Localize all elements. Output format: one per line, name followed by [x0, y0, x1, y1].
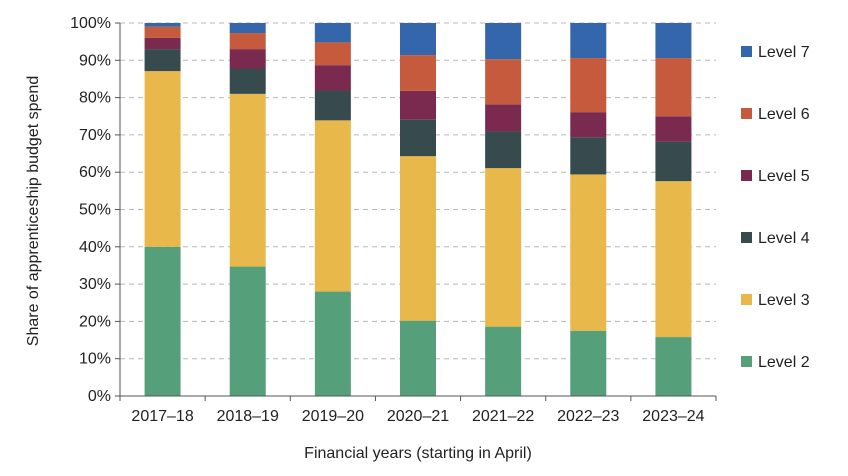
bar-segment: [229, 23, 266, 34]
bar-segment: [144, 26, 181, 38]
bar-segment: [400, 23, 436, 56]
y-tick-label: 80%: [79, 90, 111, 107]
y-tick-label: 50%: [79, 202, 111, 219]
bar-segment: [485, 59, 522, 105]
x-tick-label: 2018–19: [217, 408, 279, 425]
y-tick-label: 90%: [79, 52, 111, 69]
y-axis-title: Share of apprenticeship budget spend: [25, 76, 42, 346]
legend-label: Level 2: [758, 354, 810, 371]
bar-segment: [570, 174, 607, 331]
bar-segment: [655, 337, 692, 396]
bar-segment: [400, 90, 436, 120]
legend-swatch: [741, 294, 752, 305]
legend-swatch: [741, 108, 752, 119]
bar-segment: [144, 246, 181, 396]
y-tick-label: 20%: [79, 313, 111, 330]
bar-segment: [229, 68, 266, 94]
bar-segment: [229, 49, 266, 69]
bar-segment: [485, 131, 522, 169]
bar-segment: [144, 37, 181, 50]
bar-segment: [400, 119, 436, 157]
x-tick-label: 2019–20: [302, 408, 364, 425]
bar-segment: [314, 120, 351, 292]
bar-segment: [314, 90, 351, 121]
bar-segment: [655, 116, 692, 142]
bar-segment: [314, 23, 351, 43]
bar-segment: [570, 58, 607, 113]
bar-segment: [570, 137, 607, 175]
x-tick-label: 2022–23: [557, 408, 619, 425]
bar-segment: [400, 156, 436, 321]
bar-segment: [144, 23, 181, 27]
bar-segment: [400, 55, 436, 91]
y-tick-label: 40%: [79, 239, 111, 256]
y-tick-label: 10%: [79, 351, 111, 368]
y-tick-label: 100%: [70, 15, 111, 32]
legend-swatch: [741, 46, 752, 57]
y-tick-label: 60%: [79, 164, 111, 181]
bar-segment: [314, 291, 351, 396]
bar-segment: [229, 33, 266, 50]
bar-segment: [485, 326, 522, 396]
bar-segment: [314, 42, 351, 66]
bar-segment: [144, 71, 181, 247]
legend-swatch: [741, 170, 752, 181]
bar-segment: [314, 65, 351, 91]
y-tick-label: 70%: [79, 127, 111, 144]
x-tick-label: 2023–24: [642, 408, 704, 425]
legend-label: Level 5: [758, 168, 810, 185]
bar-segment: [144, 49, 181, 72]
legend-swatch: [741, 356, 752, 367]
bar-segment: [485, 23, 522, 60]
bar-segment: [655, 58, 692, 117]
bar-segment: [485, 104, 522, 132]
legend: Level 7 Level 6 Level 5 Level 4 Level 3 Level…: [741, 44, 810, 371]
x-tick-label: 2017–18: [131, 408, 193, 425]
bars: [144, 23, 692, 396]
x-tick-label: 2021–22: [472, 408, 534, 425]
bar-segment: [570, 112, 607, 138]
legend-label: Level 3: [758, 292, 810, 309]
legend-label: Level 7: [758, 44, 810, 61]
y-tick-label: 30%: [79, 276, 111, 293]
x-tick-label: 2020–21: [387, 408, 449, 425]
x-axis-title: Financial years (starting in April): [304, 445, 532, 462]
bar-segment: [570, 23, 607, 59]
y-tick-label: 0%: [88, 388, 111, 405]
legend-label: Level 6: [758, 106, 810, 123]
axes: 0% 10% 20% 30% 40% 50% 60% 70% 80% 90% 100% 2017–18…: [70, 15, 717, 425]
legend-swatch: [741, 232, 752, 243]
bar-segment: [229, 93, 266, 267]
bar-segment: [229, 266, 266, 396]
bar-segment: [485, 168, 522, 327]
bar-segment: [570, 330, 607, 396]
bar-segment: [400, 320, 436, 396]
bar-segment: [655, 181, 692, 338]
bar-segment: [655, 141, 692, 182]
legend-label: Level 4: [758, 230, 810, 247]
bar-segment: [655, 23, 692, 59]
